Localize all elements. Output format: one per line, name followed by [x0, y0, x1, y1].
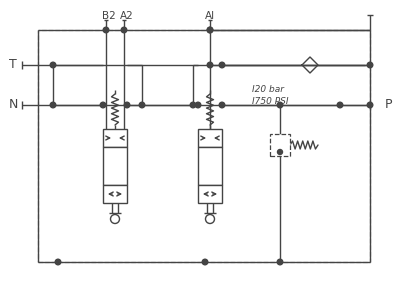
Circle shape	[277, 102, 283, 108]
Circle shape	[100, 102, 106, 108]
Circle shape	[337, 102, 343, 108]
Bar	[270, 134, 290, 156]
Circle shape	[207, 62, 213, 68]
Circle shape	[190, 102, 196, 108]
Circle shape	[207, 27, 213, 33]
Bar	[103, 185, 127, 203]
Circle shape	[121, 27, 127, 33]
Text: I20 bar: I20 bar	[252, 85, 284, 94]
Circle shape	[206, 214, 214, 224]
Circle shape	[55, 259, 61, 265]
Text: N: N	[8, 98, 18, 112]
Circle shape	[367, 102, 373, 108]
Text: P: P	[384, 98, 392, 112]
Bar	[198, 185, 222, 203]
Circle shape	[219, 62, 225, 68]
Bar	[198, 129, 222, 147]
Text: B2: B2	[102, 11, 116, 21]
Circle shape	[277, 259, 283, 265]
Circle shape	[50, 102, 56, 108]
Circle shape	[103, 27, 109, 33]
Bar	[198, 147, 222, 185]
Text: AI: AI	[205, 11, 215, 21]
Text: I750 PSI: I750 PSI	[252, 98, 288, 106]
Circle shape	[124, 102, 130, 108]
Bar	[103, 129, 127, 147]
Text: T: T	[9, 58, 17, 71]
Text: A2: A2	[120, 11, 134, 21]
Circle shape	[278, 149, 282, 154]
Circle shape	[219, 102, 225, 108]
Bar	[103, 147, 127, 185]
Circle shape	[207, 27, 213, 33]
Circle shape	[139, 102, 145, 108]
Circle shape	[110, 214, 120, 224]
Circle shape	[202, 259, 208, 265]
Circle shape	[50, 62, 56, 68]
Circle shape	[367, 62, 373, 68]
Circle shape	[195, 102, 201, 108]
Bar	[38, 30, 370, 262]
